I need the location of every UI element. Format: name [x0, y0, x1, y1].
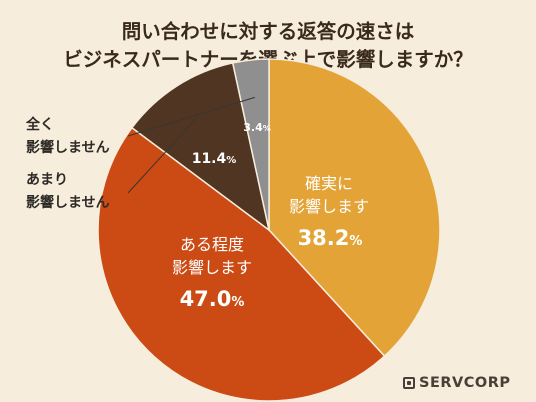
- servcorp-logo: SERVCORP: [403, 373, 511, 393]
- slice-somewhat: [97, 126, 386, 402]
- slice-not-much-value: 11.4%: [192, 151, 237, 167]
- leader-line-not-at-all: [127, 96, 255, 137]
- label-not-at-all: 全く 影響しません: [26, 114, 110, 160]
- label-not-at-all-line1: 全く: [26, 117, 54, 133]
- label-not-at-all-line2: 影響しません: [26, 140, 110, 156]
- servcorp-logo-text: SERVCORP: [419, 375, 511, 391]
- slice-certainly-label-line1: 確実に: [305, 174, 353, 193]
- slice-certainly-value: 38.2%: [298, 226, 363, 250]
- slice-somewhat-label-line2: 影響します: [172, 258, 252, 277]
- chart-title-line1: 問い合わせに対する返答の速さは: [121, 20, 415, 43]
- slice-somewhat-value: 47.0%: [180, 287, 245, 311]
- label-not-much-line2: 影響しません: [26, 195, 110, 211]
- servcorp-logo-icon: [403, 377, 415, 389]
- slice-somewhat-label-line1: ある程度: [180, 235, 244, 254]
- slice-certainly: [268, 58, 441, 358]
- label-not-much: あまり 影響しません: [26, 169, 110, 215]
- slice-not-at-all-value: 3.4%: [243, 121, 271, 134]
- leader-line-not-much: [127, 117, 198, 194]
- label-not-much-line1: あまり: [26, 172, 68, 188]
- slice-not-much: [130, 61, 271, 232]
- slice-certainly-label-line2: 影響します: [289, 197, 369, 216]
